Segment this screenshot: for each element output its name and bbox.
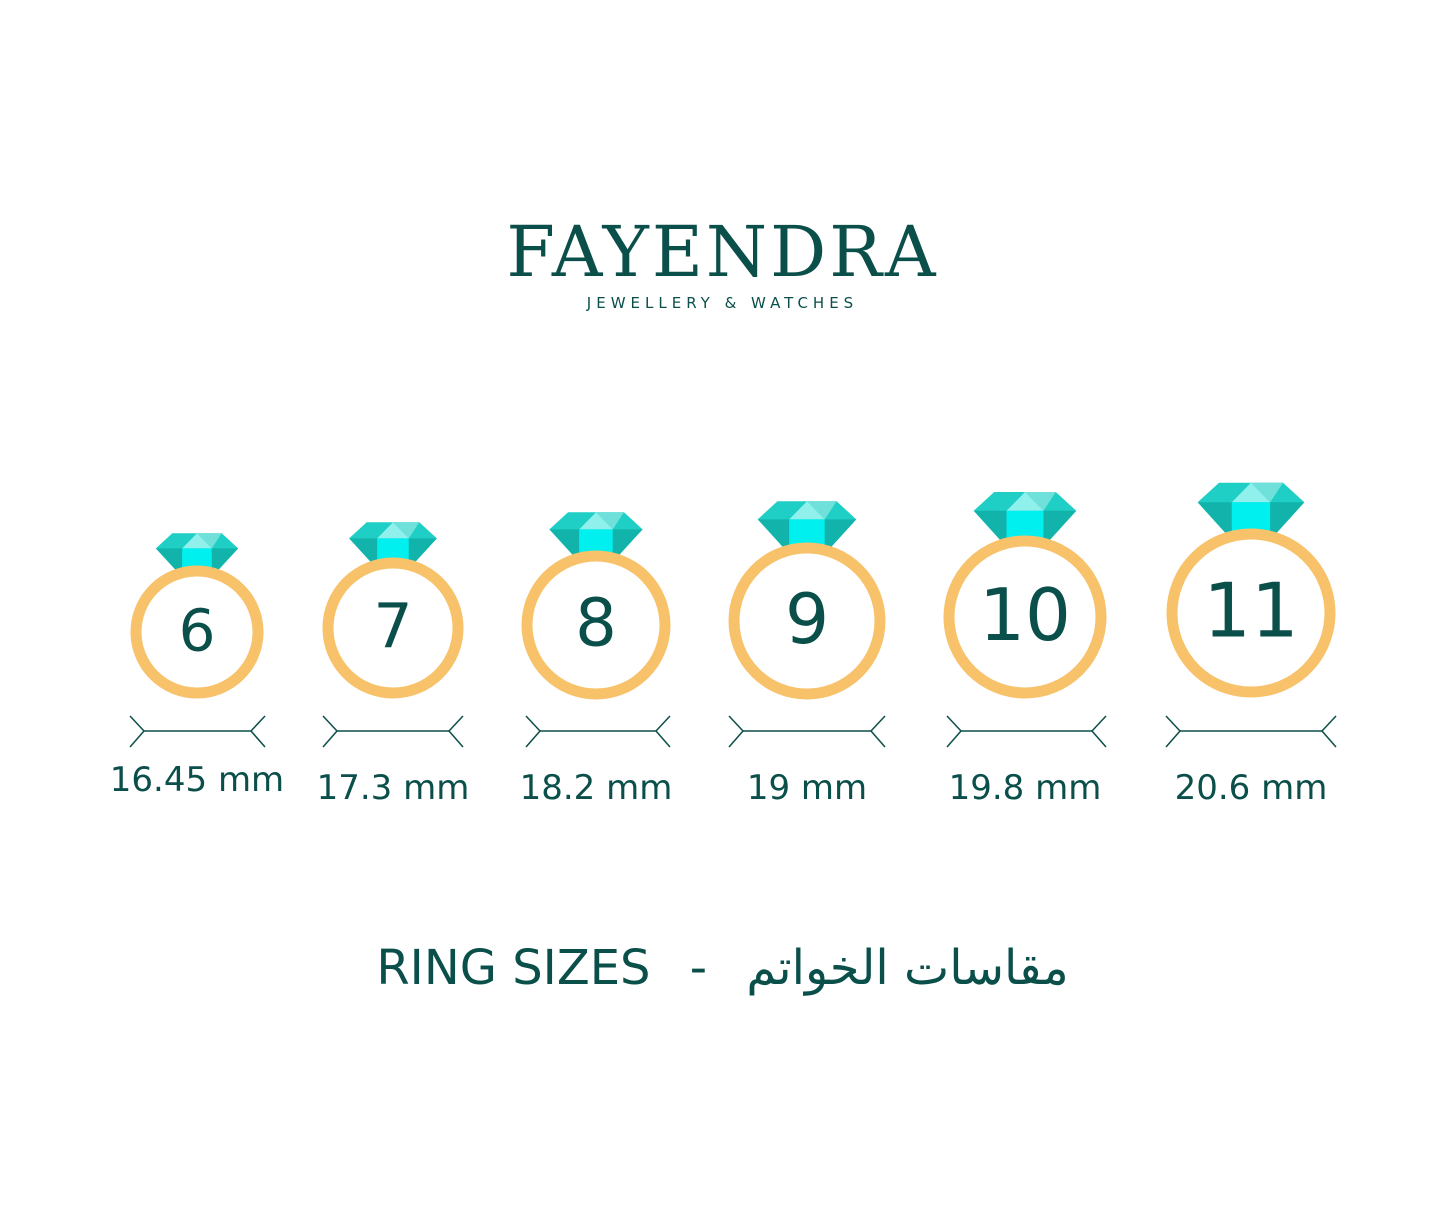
diameter-measure-line <box>1165 715 1337 748</box>
ring-size-6: 6 <box>129 533 266 748</box>
ring-band <box>1166 528 1336 698</box>
footer-arabic: مقاسات الخواتم <box>746 940 1069 996</box>
ring-size-11: 11 <box>1165 482 1337 748</box>
ring-size-number: 7 <box>373 591 412 663</box>
ring-size-10: 10 <box>943 492 1107 748</box>
diameter-label: 17.3 mm <box>316 768 470 808</box>
footer-english: RING SIZES <box>376 940 651 996</box>
diamond-icon <box>155 533 239 577</box>
ring-size-number: 11 <box>1203 567 1299 655</box>
ring-band <box>130 565 264 699</box>
ring-size-number: 6 <box>179 596 216 664</box>
diamond-icon <box>757 501 857 554</box>
ring-band <box>322 557 464 699</box>
ring-size-number: 10 <box>979 574 1071 658</box>
diameter-measure-line <box>728 715 886 748</box>
ring-size-number: 8 <box>575 586 617 662</box>
diameter-label: 19 mm <box>746 768 868 808</box>
ring-band <box>728 542 886 700</box>
brand-logo-name: FAYENDRA <box>506 211 939 293</box>
ring-size-8: 8 <box>521 512 671 748</box>
brand-logo-tagline: JEWELLERY & WATCHES <box>586 294 859 312</box>
ring-size-9: 9 <box>728 501 886 748</box>
diameter-label: 18.2 mm <box>519 768 673 808</box>
diameter-label: 19.8 mm <box>948 768 1102 808</box>
ring-size-7: 7 <box>322 522 464 748</box>
diameter-measure-line <box>129 715 266 748</box>
diameter-label: 20.6 mm <box>1174 768 1328 808</box>
diameter-measure-line <box>322 715 464 748</box>
diameter-measure-line <box>946 715 1107 748</box>
footer-separator: - <box>689 940 708 996</box>
ring-size-number: 9 <box>785 580 829 660</box>
footer-title: RING SIZES - مقاسات الخواتم <box>0 940 1445 996</box>
diameter-measure-line <box>525 715 671 748</box>
ring-band <box>943 535 1107 699</box>
diameter-label: 16.45 mm <box>109 760 285 800</box>
ring-band <box>521 550 671 700</box>
diamond-icon <box>973 492 1077 547</box>
